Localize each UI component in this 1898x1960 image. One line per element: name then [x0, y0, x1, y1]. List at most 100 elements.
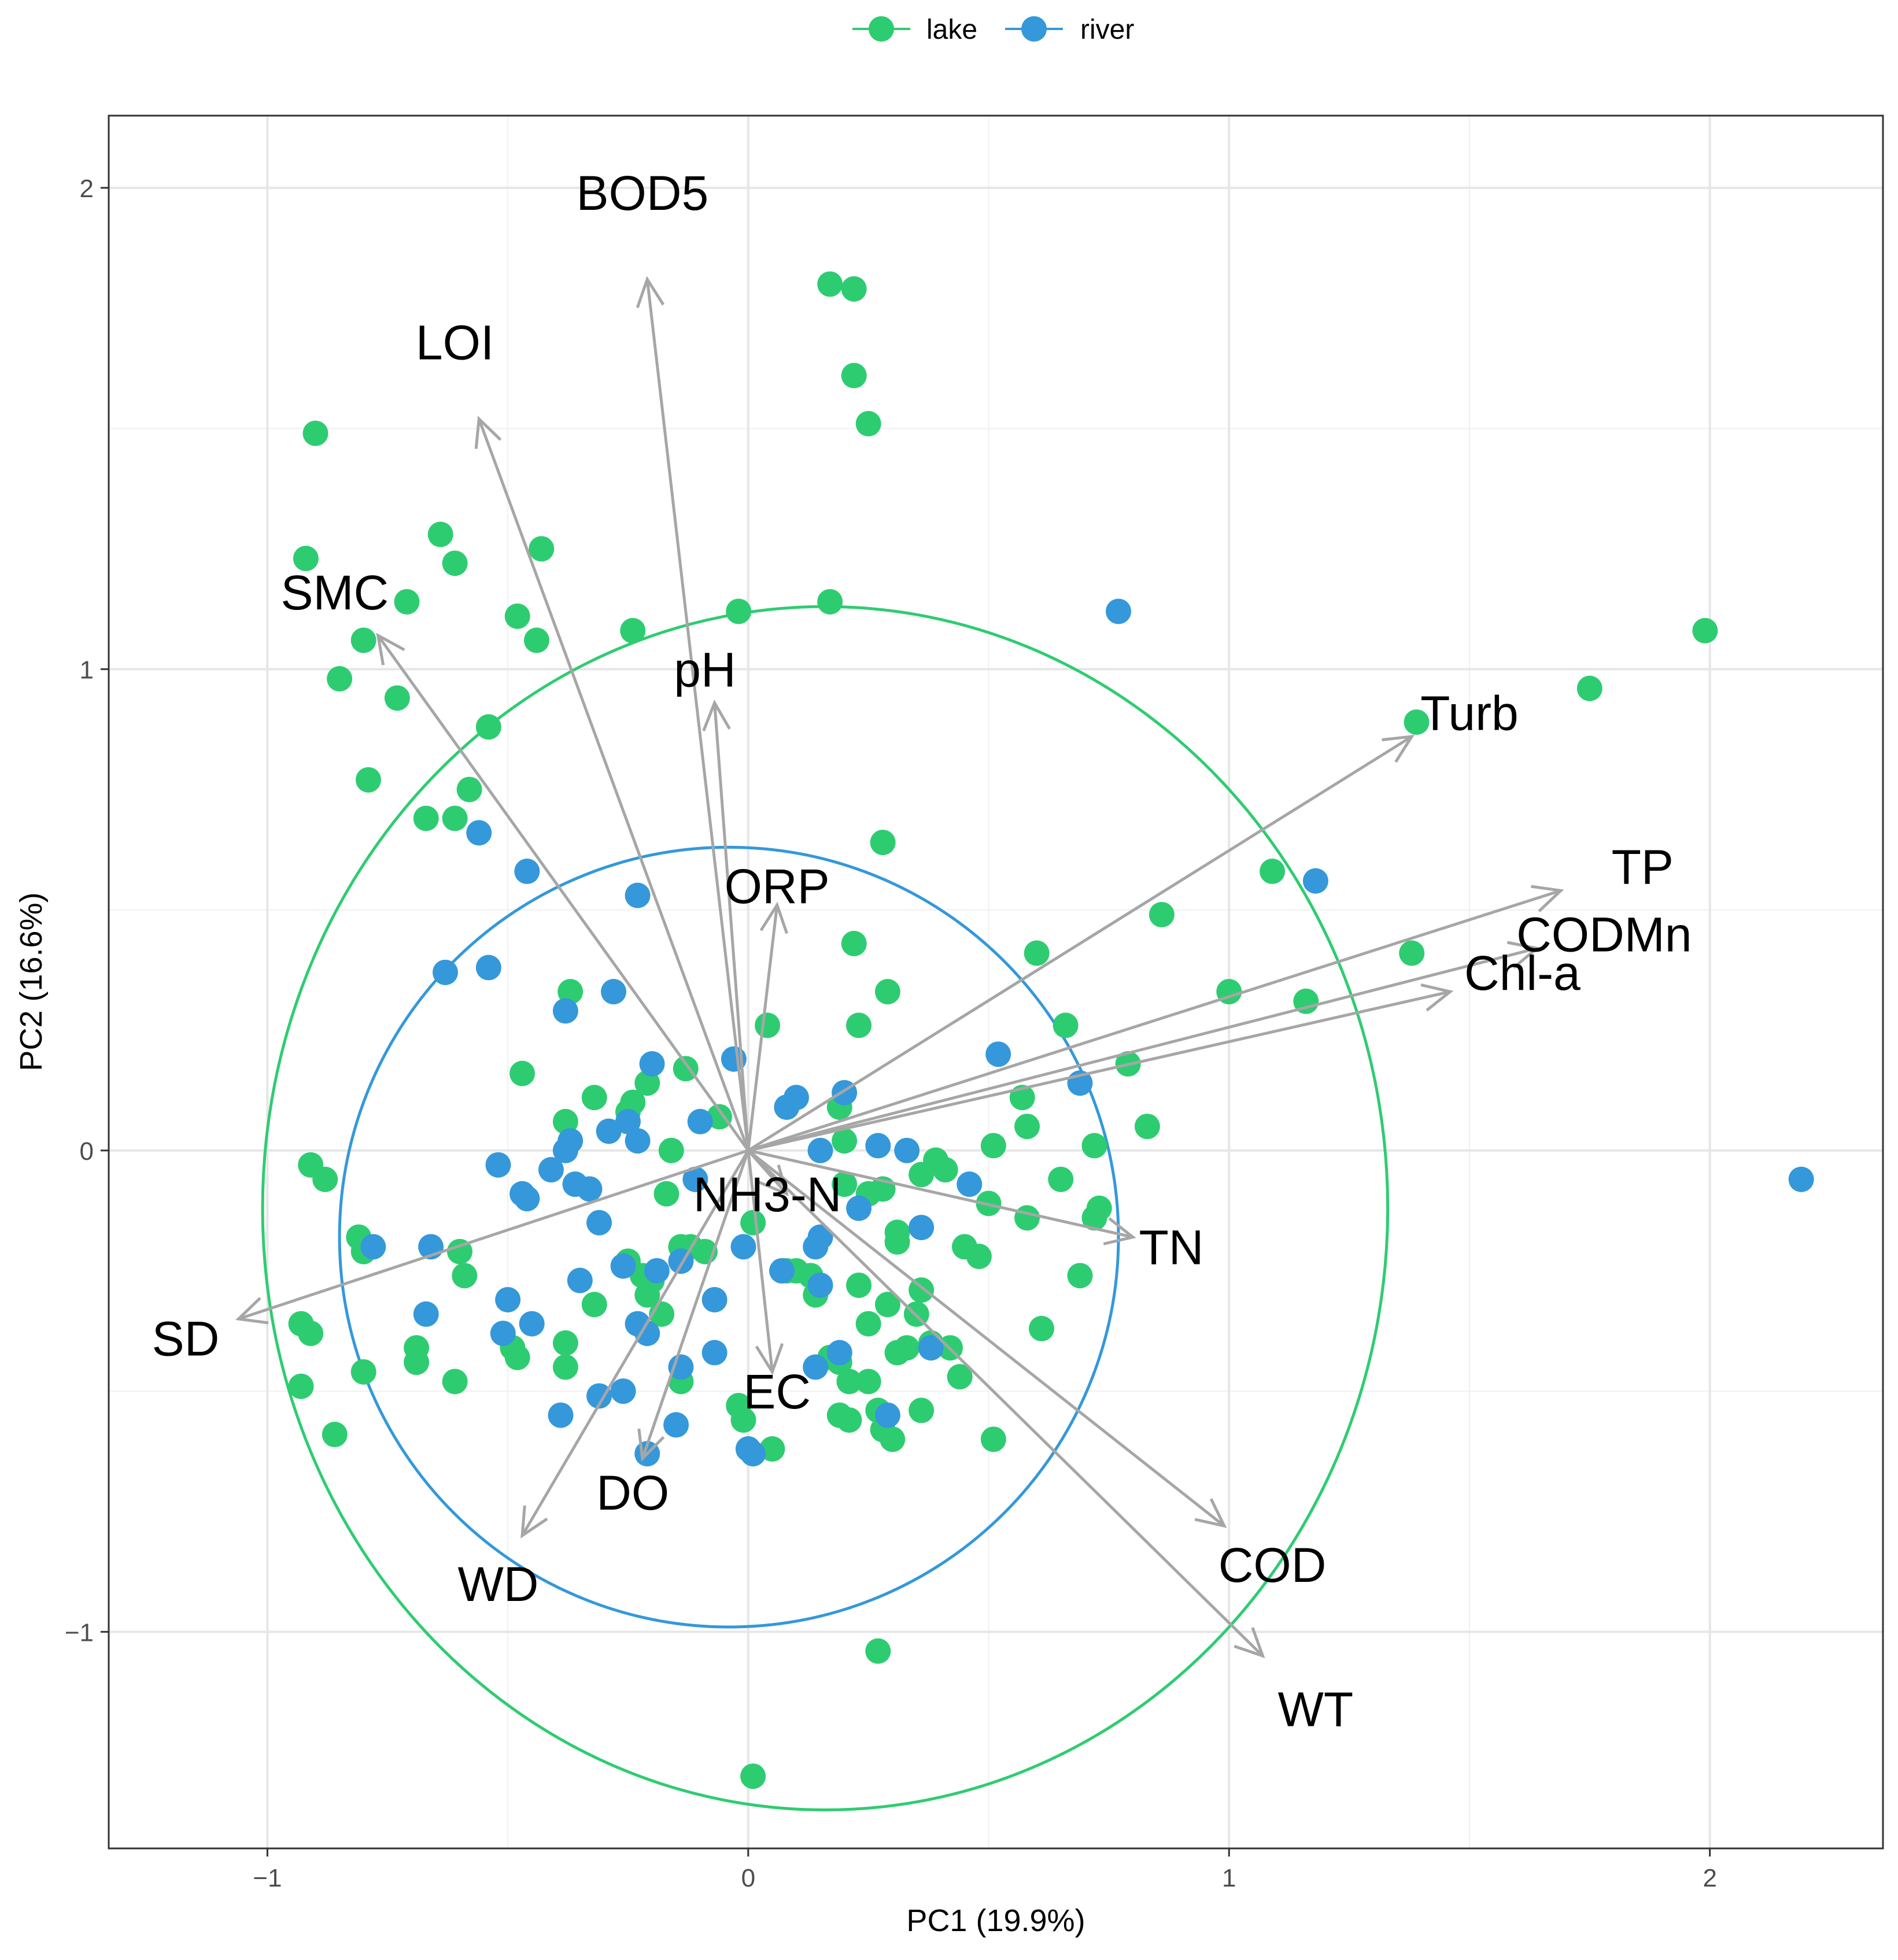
point-river — [701, 1340, 728, 1366]
y-tick-label: 1 — [80, 656, 94, 684]
vector-arrowhead-codmn — [1506, 941, 1540, 969]
ellipse-river — [338, 845, 1120, 1629]
vector-arrowhead-bod5 — [636, 276, 665, 309]
vector-label-tn: TN — [1139, 1220, 1203, 1274]
point-river — [807, 1137, 833, 1163]
vector-arrowhead-ph — [702, 699, 731, 731]
point-lake — [634, 1282, 660, 1308]
point-river — [625, 882, 651, 908]
point-river — [740, 1441, 766, 1467]
x-axis-ticks: −1 0 1 2 — [253, 1848, 1717, 1892]
point-lake — [327, 666, 353, 692]
vector-arrowhead-wd — [520, 1505, 548, 1539]
plot-panel-border — [108, 114, 1884, 1850]
vector-label-turb: Turb — [1420, 686, 1519, 740]
vector-label-orp: ORP — [725, 859, 830, 914]
point-river — [1788, 1166, 1814, 1192]
vector-arrowhead-tp — [1531, 885, 1564, 912]
point-lake — [832, 1171, 858, 1197]
point-lake — [1576, 675, 1602, 701]
point-lake — [312, 1166, 338, 1192]
point-lake — [529, 536, 555, 562]
point-river — [360, 1234, 386, 1260]
legend-item-river: river — [1005, 14, 1134, 45]
point-lake — [1260, 859, 1286, 885]
point-lake — [634, 1070, 660, 1096]
point-lake — [557, 979, 584, 1005]
point-lake — [1692, 617, 1718, 644]
point-river — [701, 1286, 728, 1312]
point-lake — [846, 1012, 872, 1038]
point-lake — [552, 1354, 578, 1380]
vector-ph — [713, 702, 750, 1151]
point-lake — [394, 589, 420, 615]
point-river — [514, 859, 540, 885]
point-river — [586, 1383, 612, 1409]
vector-label-ec: EC — [743, 1364, 811, 1419]
point-lake — [1399, 940, 1425, 966]
point-river — [803, 1354, 829, 1380]
vector-arrowhead-tn — [1103, 1217, 1136, 1245]
y-tick-label: 2 — [80, 175, 94, 203]
point-river — [957, 1171, 983, 1197]
vector-orp — [747, 905, 779, 1151]
legend: lake river — [852, 14, 1134, 45]
point-lake — [865, 1638, 891, 1664]
vector-codmn — [748, 946, 1537, 1152]
point-lake — [836, 1407, 862, 1433]
point-lake — [855, 411, 881, 437]
point-lake — [932, 1157, 958, 1183]
point-lake — [841, 930, 867, 956]
vector-label-cod: COD — [1218, 1538, 1327, 1592]
point-lake — [1014, 1114, 1040, 1140]
point-lake — [302, 420, 328, 446]
point-river — [807, 1272, 833, 1298]
point-river — [586, 1210, 612, 1236]
point-lake — [552, 1108, 578, 1134]
point-river — [1302, 868, 1328, 894]
point-lake — [874, 1292, 900, 1318]
point-river — [687, 1108, 713, 1134]
vector-wd — [520, 1149, 749, 1537]
point-lake — [523, 627, 549, 653]
vector-label-loi: LOI — [416, 315, 494, 369]
point-river — [874, 1402, 900, 1428]
point-river — [682, 1166, 708, 1192]
point-lake — [404, 1349, 430, 1375]
point-river — [985, 1041, 1011, 1067]
point-lake — [509, 1060, 536, 1086]
point-lake — [706, 1104, 732, 1130]
vector-label-tp: TP — [1612, 840, 1674, 894]
point-river — [567, 1267, 593, 1293]
legend-item-lake: lake — [852, 14, 977, 45]
point-lake — [620, 1089, 646, 1115]
x-tick-label: 1 — [1222, 1864, 1236, 1892]
point-river — [865, 1133, 891, 1159]
point-river — [519, 1311, 545, 1337]
point-river — [552, 998, 578, 1024]
vector-turb — [747, 735, 1413, 1152]
vector-arrowhead-cod — [1194, 1498, 1227, 1528]
x-axis-title: PC1 (19.9%) — [906, 1903, 1085, 1938]
vector-arrowhead-turb — [1382, 734, 1415, 763]
vector-label-chl-a: Chl-a — [1464, 946, 1581, 1000]
point-lake — [730, 1407, 756, 1433]
point-lake — [658, 1137, 684, 1163]
vector-sd — [238, 1149, 749, 1321]
vector-arrowhead-ec — [755, 1343, 784, 1375]
point-river — [663, 1412, 689, 1438]
vector-do — [641, 1150, 750, 1459]
point-river — [490, 1321, 516, 1347]
point-lake — [841, 276, 867, 302]
point-lake — [894, 1335, 920, 1361]
vector-arrowhead-chl-a — [1420, 983, 1454, 1012]
point-lake — [504, 1344, 530, 1370]
point-lake — [1149, 901, 1175, 927]
vector-arrowhead-orp — [759, 901, 789, 934]
point-lake — [293, 545, 319, 571]
point-lake — [1024, 940, 1050, 966]
point-river — [807, 1224, 833, 1250]
vector-arrowhead-loi — [474, 416, 502, 449]
